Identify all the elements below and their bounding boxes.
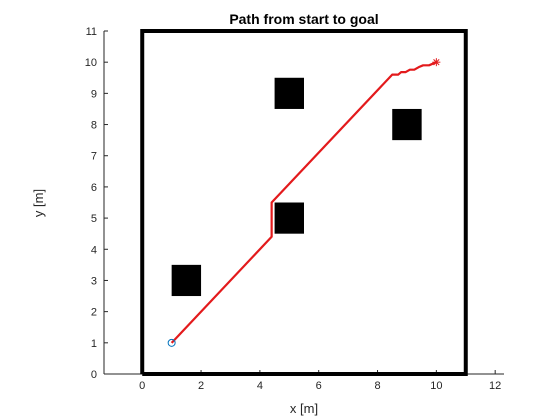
goal-marker [432, 58, 441, 67]
chart-title: Path from start to goal [229, 11, 378, 27]
y-tick-label: 10 [85, 57, 97, 69]
obstacle [392, 108, 422, 141]
x-axis-label: x [m] [290, 401, 318, 416]
goal-marker-stroke [433, 59, 440, 66]
y-tick-label: 11 [86, 26, 97, 38]
x-tick-label: 12 [489, 380, 501, 392]
start-marker [167, 338, 176, 347]
path-line [170, 61, 437, 344]
y-tick-label: 3 [91, 275, 97, 287]
y-tick-label: 1 [91, 338, 97, 350]
x-tick-label: 2 [198, 380, 204, 392]
y-tick-label: 0 [91, 369, 97, 381]
y-tick-label: 2 [91, 307, 97, 319]
y-tick-label: 4 [91, 244, 97, 256]
y-tick-label: 6 [91, 182, 97, 194]
obstacle [274, 77, 304, 109]
y-tick-label: 5 [91, 213, 97, 225]
y-axis-label: y [m] [31, 189, 46, 217]
obstacle [171, 264, 202, 297]
x-tick-label: 4 [257, 380, 263, 392]
x-tick-label: 6 [316, 380, 322, 392]
obstacle [274, 202, 304, 234]
x-tick-label: 0 [139, 380, 145, 392]
y-tick-label: 7 [91, 151, 97, 163]
map-boundary [140, 29, 468, 376]
y-tick-label: 8 [91, 120, 97, 132]
x-tick-label: 8 [374, 380, 380, 392]
x-tick-label: 10 [430, 380, 442, 392]
y-tick-label: 9 [91, 88, 97, 100]
